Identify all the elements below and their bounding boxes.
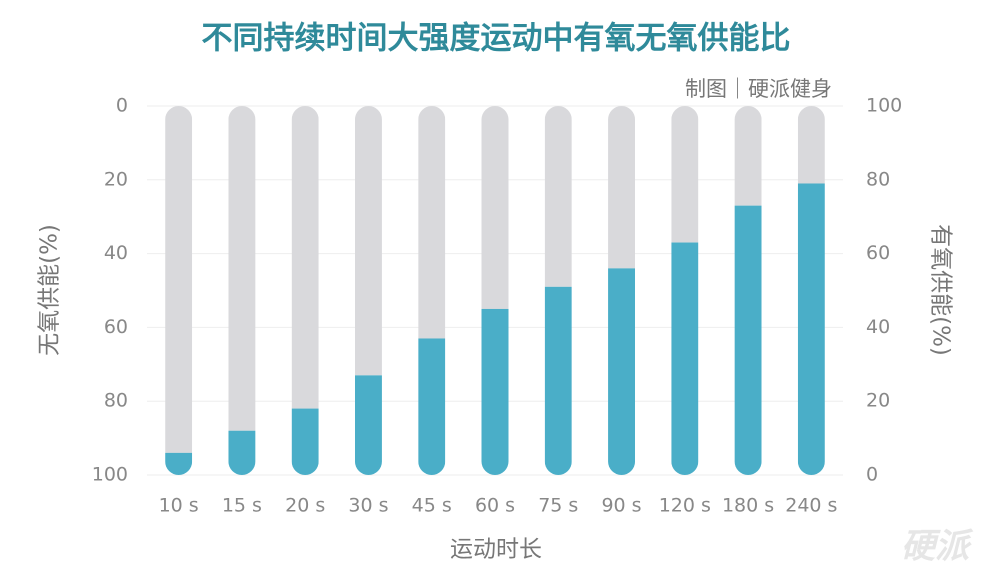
bar-segment [734, 205, 762, 475]
y-tick-label: 60 [104, 316, 128, 338]
y-axis-label: 无氧供能(%) [37, 224, 63, 356]
bar-group [228, 106, 256, 475]
x-tick-label: 45 s [412, 495, 452, 517]
bar-group [797, 106, 825, 475]
bar-segment [671, 106, 699, 243]
y2-tick-label: 20 [866, 390, 890, 412]
x-axis-label: 运动时长 [450, 537, 542, 563]
y2-tick-label: 100 [866, 95, 902, 117]
y-tick-label: 0 [116, 95, 128, 117]
bar-segment [165, 106, 193, 453]
credit: 制图｜硬派健身 [685, 77, 832, 101]
bar-group [165, 106, 193, 475]
bar-group [671, 106, 699, 475]
x-tick-label: 90 s [601, 495, 641, 517]
y-tick-label: 100 [92, 464, 128, 486]
bar-group [354, 106, 382, 475]
bar-group [418, 106, 446, 475]
y2-axis-label: 有氧供能(%) [928, 224, 954, 356]
bar-segment [608, 106, 636, 269]
bar-segment [544, 286, 572, 475]
x-tick-label: 20 s [285, 495, 325, 517]
x-tick-label: 240 s [785, 495, 837, 517]
bar-segment [544, 106, 572, 287]
x-tick-label: 120 s [659, 495, 711, 517]
bar-segment [165, 452, 193, 475]
bar-segment [291, 106, 319, 409]
bar-segment [481, 106, 509, 309]
y-tick-label: 80 [104, 390, 128, 412]
y2-tick-label: 60 [866, 242, 890, 264]
chart-title: 不同持续时间大强度运动中有氧无氧供能比 [202, 21, 791, 57]
bar-segment [481, 308, 509, 475]
bar-segment [734, 106, 762, 206]
y-tick-label: 40 [104, 242, 128, 264]
bar-group [734, 106, 762, 475]
bar-segment [797, 106, 825, 184]
x-tick-label: 180 s [722, 495, 774, 517]
x-tick-label: 10 s [159, 495, 199, 517]
x-tick-label: 60 s [475, 495, 515, 517]
bar-segment [228, 106, 256, 431]
x-tick-label: 15 s [222, 495, 262, 517]
bar-segment [418, 106, 446, 339]
bar-segment [671, 242, 699, 475]
y-tick-label: 20 [104, 168, 128, 190]
bar-group [481, 106, 509, 475]
x-tick-label: 75 s [538, 495, 578, 517]
bar-segment [354, 106, 382, 376]
bar-segment [608, 268, 636, 475]
bar-segment [797, 183, 825, 475]
y2-tick-label: 80 [866, 168, 890, 190]
bar-segment [228, 430, 256, 475]
watermark: 硬派 [901, 527, 974, 567]
y2-tick-label: 0 [866, 464, 878, 486]
bar-segment [418, 338, 446, 475]
bar-segment [354, 375, 382, 475]
x-tick-label: 30 s [348, 495, 388, 517]
y2-tick-label: 40 [866, 316, 890, 338]
bar-group [291, 106, 319, 475]
bar-group [544, 106, 572, 475]
bar-group [608, 106, 636, 475]
bar-segment [291, 408, 319, 475]
